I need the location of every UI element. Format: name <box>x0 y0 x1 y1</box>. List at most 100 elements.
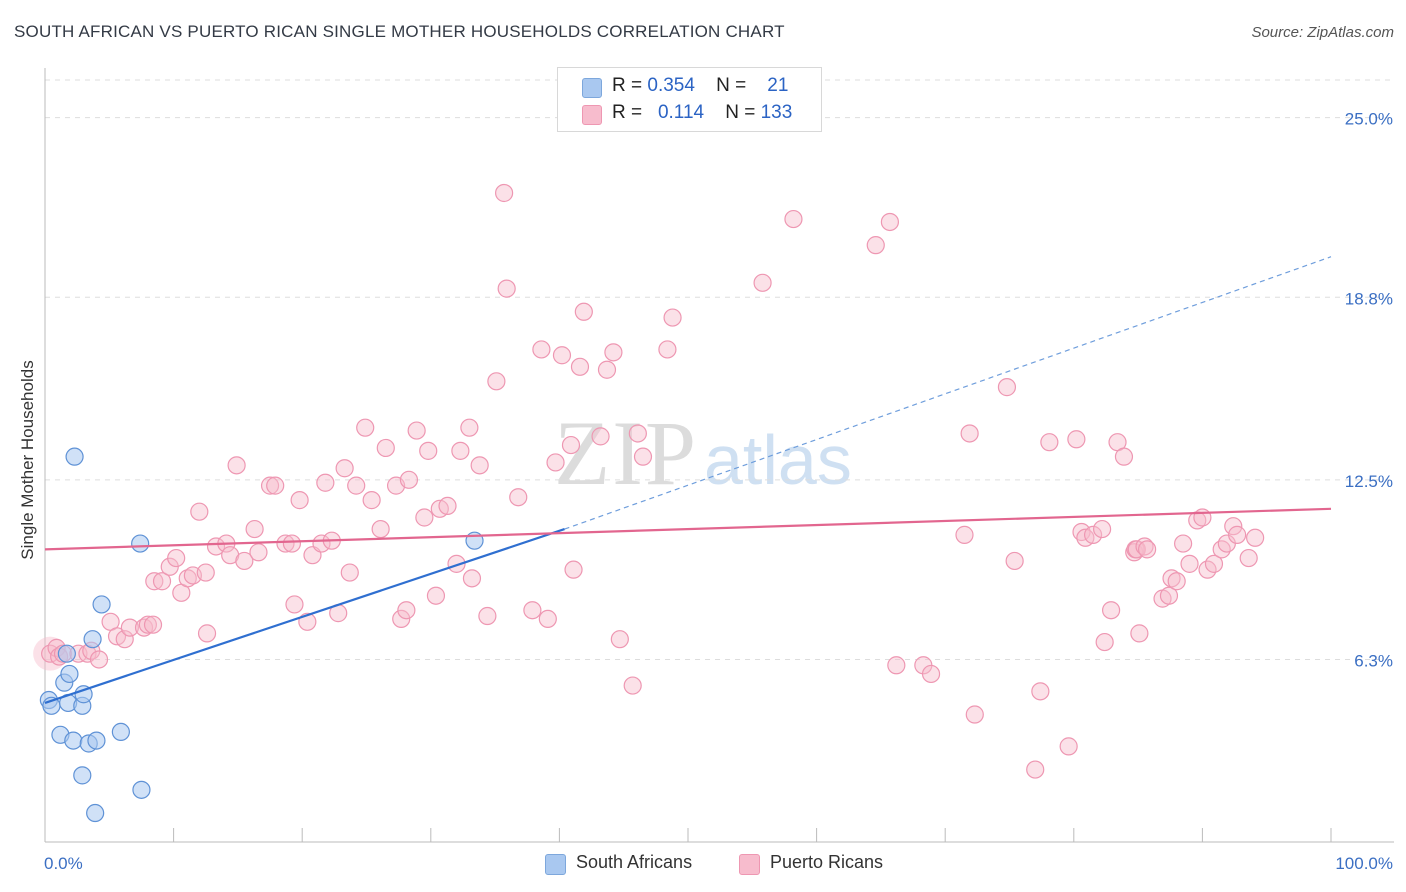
puerto-ricans-point <box>1083 525 1103 544</box>
puerto-ricans-point <box>1239 548 1258 568</box>
trend-layer <box>44 256 1332 704</box>
puerto-ricans-point <box>1059 737 1078 756</box>
legend-n-value-puerto-ricans: 133 <box>760 102 793 123</box>
puerto-ricans-point <box>623 676 642 695</box>
puerto-ricans-point <box>921 664 941 684</box>
puerto-ricans-point <box>1031 682 1050 701</box>
puerto-ricans-point <box>1130 624 1149 643</box>
puerto-ricans-point <box>285 595 304 614</box>
puerto-ricans-point <box>145 572 164 591</box>
puerto-ricans-point <box>604 343 623 362</box>
puerto-ricans-point <box>356 418 375 437</box>
puerto-ricans-point <box>574 302 593 321</box>
legend-swatch-puerto-ricans <box>739 854 760 875</box>
legend-swatch-south-africans <box>545 854 566 875</box>
puerto-ricans-point <box>1246 528 1265 547</box>
puerto-ricans-point <box>245 519 264 539</box>
puerto-ricans-point <box>591 427 610 446</box>
puerto-ricans-points <box>33 183 1265 779</box>
puerto-ricans-point <box>478 606 497 626</box>
label-layer: 6.3% 12.5% 18.8% 25.0% 0.0% 100.0% <box>44 110 1393 873</box>
south-africans-point <box>65 447 84 466</box>
legend-swatch-puerto-ricans <box>582 105 602 125</box>
puerto-ricans-point <box>438 496 457 516</box>
south-africans-trendline <box>44 528 565 704</box>
puerto-ricans-point <box>1092 519 1112 539</box>
south-africans-point <box>83 630 102 649</box>
puerto-ricans-point <box>784 209 803 229</box>
puerto-ricans-point <box>115 630 134 649</box>
puerto-ricans-point <box>495 183 514 203</box>
puerto-ricans-point <box>447 554 466 573</box>
puerto-ricans-point <box>960 424 979 443</box>
puerto-ricans-point <box>866 236 885 255</box>
x-tick-label-min: 0.0% <box>44 854 83 873</box>
puerto-ricans-point <box>538 609 557 629</box>
puerto-ricans-point <box>362 491 381 510</box>
y-tick-label: 18.8% <box>1345 289 1393 308</box>
y-tick-label: 6.3% <box>1354 651 1393 670</box>
puerto-ricans-point <box>290 491 309 510</box>
legend-r-label: R = <box>612 75 643 96</box>
puerto-ricans-point <box>415 508 434 527</box>
puerto-ricans-point <box>487 372 506 391</box>
puerto-ricans-point <box>955 525 974 544</box>
puerto-ricans-point <box>663 308 682 327</box>
puerto-ricans-point <box>470 456 489 475</box>
puerto-ricans-point <box>460 418 479 437</box>
south-africans-point <box>73 766 92 785</box>
puerto-ricans-point <box>1159 586 1179 605</box>
puerto-ricans-point <box>143 615 163 634</box>
puerto-ricans-trendline <box>44 507 1332 551</box>
puerto-ricans-point <box>276 534 295 553</box>
puerto-ricans-point <box>1193 508 1212 527</box>
legend-n-label: N = <box>716 75 747 96</box>
south-africans-point <box>132 780 151 799</box>
legend-r-label: R = <box>612 102 643 123</box>
south-africans-trendline-extension <box>564 256 1332 530</box>
puerto-ricans-point <box>597 360 617 379</box>
south-africans-point <box>74 685 93 704</box>
puerto-ricans-point <box>1067 430 1086 449</box>
puerto-ricans-point <box>1135 537 1154 556</box>
legend-n-value-south-africans: 21 <box>767 75 789 96</box>
puerto-ricans-point <box>266 476 285 495</box>
puerto-ricans-point <box>120 618 139 637</box>
puerto-ricans-point <box>178 569 197 588</box>
puerto-ricans-point <box>753 273 772 292</box>
chart-source: Source: ZipAtlas.com <box>1251 24 1394 41</box>
puerto-ricans-point <box>1040 433 1059 452</box>
puerto-ricans-point <box>887 656 906 675</box>
puerto-ricans-point <box>880 212 900 232</box>
legend-r-value-south-africans: 0.354 <box>647 75 695 96</box>
puerto-ricans-point <box>1138 540 1157 559</box>
puerto-ricans-point <box>997 378 1017 397</box>
puerto-ricans-point <box>1174 534 1193 553</box>
puerto-ricans-point <box>1095 632 1114 652</box>
puerto-ricans-point <box>206 537 226 556</box>
puerto-ricans-point <box>509 488 528 507</box>
puerto-ricans-point <box>335 459 354 478</box>
south-africans-point <box>60 664 79 684</box>
puerto-ricans-point <box>1188 511 1207 530</box>
correlation-legend: R = 0.354 N = 21 R = 0.114 N = 133 <box>557 67 822 132</box>
puerto-ricans-point <box>1005 551 1024 571</box>
axis-layer <box>44 68 1394 843</box>
puerto-ricans-point <box>376 438 395 458</box>
puerto-ricans-point <box>1180 554 1199 573</box>
puerto-ricans-point <box>561 435 581 455</box>
legend-label-puerto-ricans: Puerto Ricans <box>770 852 884 872</box>
puerto-ricans-point <box>552 346 572 365</box>
puerto-ricans-point <box>190 502 209 521</box>
south-africans-point <box>64 731 83 750</box>
puerto-ricans-point <box>340 563 359 582</box>
series-legend: South Africans Puerto Ricans <box>0 851 1406 879</box>
puerto-ricans-point <box>1114 447 1134 466</box>
legend-n-label: N = <box>725 102 756 123</box>
puerto-ricans-point <box>1228 525 1247 544</box>
puerto-ricans-point <box>249 543 268 562</box>
y-tick-label: 25.0% <box>1345 110 1393 129</box>
y-tick-label: 12.5% <box>1345 472 1393 491</box>
south-africans-point <box>57 644 76 663</box>
puerto-ricans-point <box>426 586 446 605</box>
